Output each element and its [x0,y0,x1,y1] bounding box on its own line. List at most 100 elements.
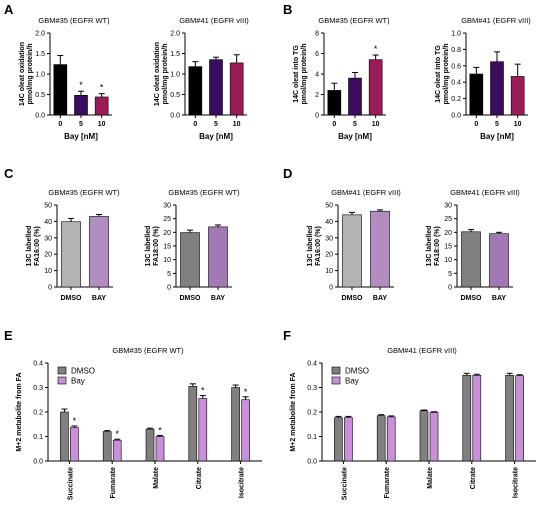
chart-b1-bar [327,90,342,116]
chart-c2-bar [180,232,200,288]
chart-c1-x-tick-label: DMSO [61,295,83,302]
chart-a1-y-tick-label: 2.0 [35,31,45,38]
chart-d2-title: GBM#41 (EGFR vIII) [450,188,520,197]
chart-e-significance-star: * [244,387,248,397]
chart-a2-x-axis-label: Bay [nM] [199,132,233,141]
chart-d1-y-tick-label: 20 [325,252,333,259]
chart-d2-y-axis-label-2: FA18:00 (%) [434,226,441,266]
panel-letter-d: D [283,166,292,181]
chart-e-significance-star: * [158,426,162,436]
chart-f-bar [515,375,524,462]
chart-c2-y-axis-label-1: 13C labelled [145,226,152,267]
chart-e-bar [188,385,198,462]
chart-a2-x-tick-label: 5 [214,121,218,128]
chart-a1-y-tick-label: 0.0 [35,113,45,120]
chart-b2-y-tick-label: 0.6 [451,63,461,70]
chart-d1-y-tick-label: 30 [325,235,333,242]
chart-d1-y-tick-label: 50 [325,203,333,210]
chart-b2: GBM#41 (EGFR vIII) 0.0 0.2 0.4 0.6 0.8 1.0 0 5 10… [435,16,531,141]
chart-d1-bar [342,214,362,288]
chart-f-legend-label: Bay [345,377,359,386]
chart-b1-x-axis-label: Bay [nM] [338,132,372,141]
chart-f-bar [334,417,343,462]
chart-c1-x-tick-label: BAY [92,295,106,302]
chart-d2-y-tick-label: 30 [444,203,452,210]
chart-c2-y-tick-label: 5 [167,271,171,278]
chart-c1: GBM#35 (EGFR WT) 0 10 20 30 40 50 DMSO BAY 13C la… [26,188,120,302]
chart-b1-bar [348,77,362,116]
panel-letter-a: A [4,2,14,17]
chart-a1-bar [74,95,88,116]
chart-c2-title: GBM#35 (EGFR WT) [168,188,240,197]
chart-b2-bar [490,61,504,116]
chart-d2-x-tick-label: BAY [492,295,506,302]
panel-letter-f: F [283,328,291,343]
chart-b2-y-tick-label: 1.0 [451,31,461,38]
chart-c2-y-axis-label-2: FA18:00 (%) [153,226,160,266]
chart-e-bar [70,427,79,462]
chart-e-y-tick-label: 0.4 [33,361,43,368]
chart-f-bar [505,374,514,462]
chart-b2-y-tick-label: 0.0 [451,113,461,120]
chart-b2-x-tick-label: 10 [514,121,522,128]
chart-a1-bar [53,64,68,116]
chart-a1-y-tick-label: 1.5 [35,51,45,58]
chart-c1-y-tick-label: 20 [44,252,52,259]
chart-e-x-tick-label: Citrate [196,467,203,489]
chart-c1-y-tick-label: 10 [44,268,52,275]
chart-b2-y-tick-label: 0.2 [451,96,461,103]
chart-f-x-tick-label: Isocitrate [513,467,520,498]
chart-e-x-tick-label: Malate [153,467,160,489]
chart-b2-title: GBM#41 (EGFR vIII) [461,16,531,25]
chart-e-y-tick-label: 0.2 [33,410,43,417]
chart-e-legend-swatch [57,366,67,375]
chart-c1-y-axis-label-2: FA16:00 (%) [34,226,41,266]
chart-f-x-tick-label: Fumarate [384,467,391,499]
chart-f-bar [419,410,429,462]
chart-a1-y-axis-label-1: 14C oleat oxidation [19,42,26,106]
chart-a2-x-tick-label: 0 [193,121,197,128]
chart-b1: GBM#35 (EGFR WT) 0 2 4 6 8 0 5 10 * Bay [nM] 14C ol… [293,16,390,141]
chart-d1-bar [370,210,390,288]
chart-e-significance-star: * [115,429,119,439]
chart-f-y-tick-label: 0.1 [307,434,317,441]
chart-b1-y-tick-label: 2 [315,92,319,99]
chart-b2-y-axis-label-1: 14C oleat into TG [435,45,442,103]
chart-d1-y-axis-label-1: 13C labelled [307,226,314,267]
chart-d2: GBM#41 (EGFR vIII) 0 5 10 15 20 25 30 DMSO BAY 13C… [426,188,520,302]
chart-d2-y-tick-label: 20 [444,230,452,237]
chart-d2-bar [489,233,509,288]
chart-e-legend-swatch [57,376,67,385]
chart-a2-y-tick-label: 0.5 [170,92,180,99]
chart-f-legend-swatch [331,376,341,385]
chart-c1-y-tick-label: 30 [44,235,52,242]
chart-d1-title: GBM#41 (EGFR vIII) [331,188,401,197]
chart-b1-y-tick-label: 0 [315,113,319,120]
chart-f: GBM#41 (EGFR vIII) 0.0 0.1 0.2 0.3 0.4 Succina… [290,346,536,500]
chart-b2-bar [510,76,525,116]
chart-f-bar [462,374,472,462]
chart-b1-x-tick-label: 0 [332,121,336,128]
chart-b1-y-tick-label: 6 [315,51,319,58]
chart-c2-x-tick-label: DMSO [180,295,202,302]
panel-letter-c: C [4,166,14,181]
chart-a1-x-tick-label: 5 [79,121,83,128]
chart-a2: GBM#41 (EGFR vIII) 0.0 0.5 1.0 1.5 2.0 0 5 10Bay… [154,16,249,141]
charts-layer: GBM#35 (EGFR WT) 0.0 0.5 1.0 1.5 2.0 0 5 * 10 * Bay… [16,16,536,500]
chart-a2-bar [209,59,223,116]
chart-a1-y-tick-label: 1.0 [35,72,45,79]
chart-a2-bar [229,62,244,116]
chart-a2-title: GBM#41 (EGFR vIII) [179,16,249,25]
chart-b2-x-tick-label: 0 [474,121,478,128]
chart-b1-bar [368,59,383,116]
chart-f-y-tick-label: 0.0 [307,459,317,466]
chart-f-x-tick-label: Citrate [470,467,477,489]
chart-c2-y-tick-label: 30 [163,203,171,210]
chart-e-bar [60,411,69,462]
chart-e-bar [198,398,208,462]
chart-d2-y-axis-label-1: 13C labelled [426,226,433,267]
chart-e-bar [102,431,112,462]
chart-d1-x-tick-label: BAY [373,295,387,302]
chart-b2-y-tick-label: 0.8 [451,47,461,54]
chart-a1-bar [94,96,109,116]
